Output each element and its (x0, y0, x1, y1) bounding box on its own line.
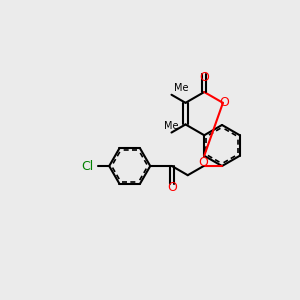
Text: Cl: Cl (82, 160, 94, 172)
Text: O: O (167, 182, 177, 194)
Text: Me: Me (175, 83, 189, 93)
Text: O: O (220, 96, 230, 109)
Text: O: O (199, 71, 209, 84)
Text: Me: Me (164, 121, 179, 131)
Text: O: O (199, 156, 208, 169)
